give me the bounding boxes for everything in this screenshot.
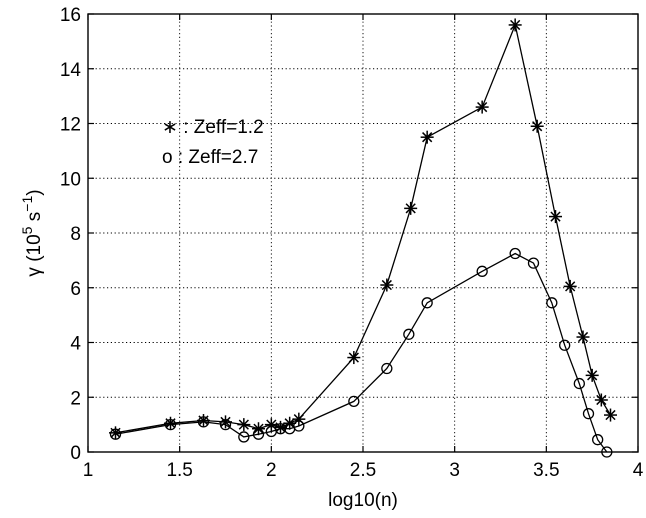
data-point — [508, 18, 522, 32]
data-point — [559, 339, 571, 351]
data-point — [238, 431, 250, 443]
data-point — [293, 420, 305, 432]
data-point — [573, 377, 585, 390]
data-point — [380, 278, 394, 292]
x-tick-label: 4 — [633, 460, 644, 481]
data-point — [421, 297, 433, 309]
data-point — [527, 257, 540, 269]
data-point — [576, 330, 590, 344]
y-tick-label: 12 — [60, 115, 81, 136]
series-layer — [109, 18, 617, 458]
legend-item-zeff-2-7: o : Zeff=2.7 — [162, 147, 258, 168]
data-point — [420, 130, 434, 144]
data-point — [475, 100, 489, 114]
data-point — [348, 395, 360, 408]
y-tick-label: 0 — [70, 443, 81, 464]
y-tick-label: 8 — [70, 224, 81, 245]
data-point — [403, 328, 415, 340]
data-point — [219, 418, 232, 431]
data-point — [582, 408, 595, 420]
x-tick-label: 3 — [449, 460, 460, 481]
axis-ticks: 1 1.5 2 2.5 3 3.5 4 0 2 4 6 8 10 12 14 16 — [60, 5, 644, 481]
y-tick-label: 10 — [60, 169, 81, 190]
data-point — [530, 119, 544, 133]
x-tick-label: 2 — [266, 460, 277, 481]
data-point — [237, 418, 251, 432]
x-tick-label: 1 — [83, 460, 94, 481]
series-zeff-2-7 — [109, 247, 613, 458]
legend-label: ∗ : Zeff=1.2 — [162, 117, 264, 138]
grid-lines — [88, 14, 638, 452]
x-axis-label: log10(n) — [328, 490, 398, 511]
y-axis-label: γ (105 s−1) — [19, 189, 45, 276]
data-point — [509, 247, 521, 260]
legend: ∗ : Zeff=1.2 o : Zeff=2.7 — [162, 117, 264, 168]
legend-item-zeff-1-2: ∗ : Zeff=1.2 — [162, 117, 264, 138]
x-tick-label: 3.5 — [533, 460, 559, 481]
data-point — [197, 416, 210, 428]
y-tick-label: 6 — [70, 279, 81, 300]
data-point — [347, 351, 361, 365]
legend-label: o : Zeff=2.7 — [162, 147, 258, 168]
series-line — [115, 252, 608, 453]
data-point — [592, 434, 604, 446]
data-point — [404, 201, 418, 215]
data-point — [381, 362, 393, 375]
x-tick-label: 1.5 — [166, 460, 192, 481]
y-tick-label: 2 — [70, 388, 81, 409]
series-zeff-1-2 — [109, 18, 617, 440]
data-point — [476, 265, 488, 277]
data-point — [109, 428, 122, 440]
y-tick-label: 14 — [60, 60, 82, 81]
data-point — [164, 418, 177, 431]
data-point — [604, 408, 617, 422]
data-point — [274, 423, 287, 435]
data-point — [546, 297, 558, 309]
y-tick-label: 16 — [60, 5, 81, 26]
y-tick-label: 4 — [70, 334, 81, 355]
data-point — [549, 210, 562, 224]
data-point — [585, 368, 599, 382]
x-tick-label: 2.5 — [350, 460, 376, 481]
data-point — [594, 393, 608, 407]
data-point — [252, 428, 265, 440]
data-point — [563, 279, 577, 293]
